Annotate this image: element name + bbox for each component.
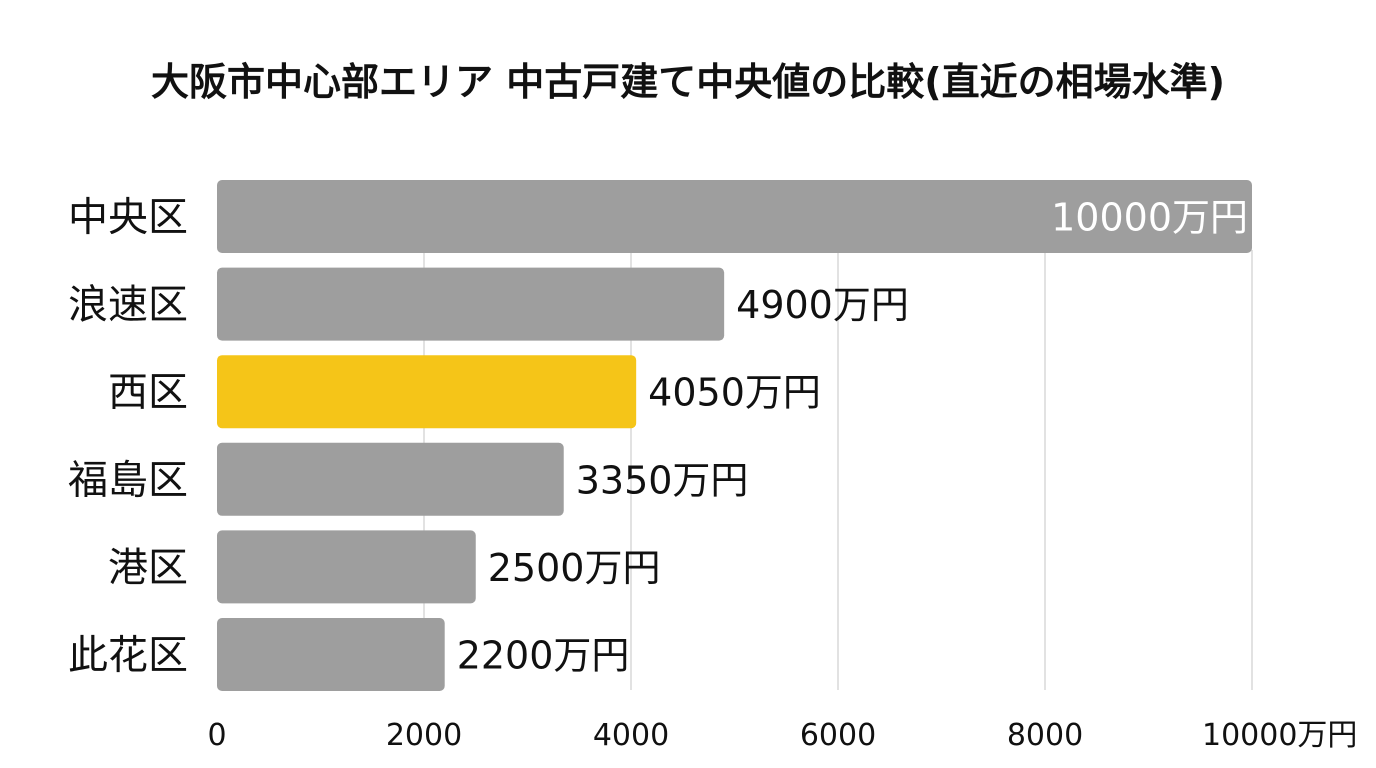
x-tick-label: 4000: [593, 718, 669, 753]
category-label: 福島区: [68, 457, 188, 503]
x-tick-label: 6000: [800, 718, 876, 753]
bar-value-label: 2500万円: [488, 546, 661, 590]
x-tick-label: 2000: [386, 718, 462, 753]
category-label: 中央区: [68, 195, 188, 241]
bar-value-label: 10000万円: [1051, 196, 1248, 240]
category-label: 港区: [108, 545, 188, 591]
bar-value-label: 4900万円: [736, 283, 909, 327]
category-label: 西区: [108, 370, 188, 416]
bar-value-label: 4050万円: [648, 371, 821, 415]
bar-default: [217, 530, 476, 604]
value-labels: 10000万円 4900万円 4050万円 3350万円 2500万円 2200万円: [457, 196, 1248, 678]
bars: [217, 180, 1252, 691]
category-label: 浪速区: [68, 282, 188, 328]
bar-default: [217, 180, 1252, 253]
x-axis-ticks: 0 2000 4000 6000 8000 10000万円: [207, 718, 1357, 753]
bar-value-label: 2200万円: [457, 634, 630, 678]
x-tick-label: 8000: [1007, 718, 1083, 753]
bar-highlighted: [217, 355, 637, 429]
x-tick-label: 0: [207, 718, 226, 753]
bar-default: [217, 267, 725, 341]
bar-value-label: 3350万円: [576, 458, 749, 502]
bar-default: [217, 618, 445, 691]
bar-default: [217, 442, 564, 516]
x-tick-label: 10000万円: [1202, 718, 1357, 753]
category-label: 此花区: [68, 633, 188, 679]
chart-title: 大阪市中心部エリア 中古戸建て中央値の比較(直近の相場水準): [151, 60, 1225, 104]
